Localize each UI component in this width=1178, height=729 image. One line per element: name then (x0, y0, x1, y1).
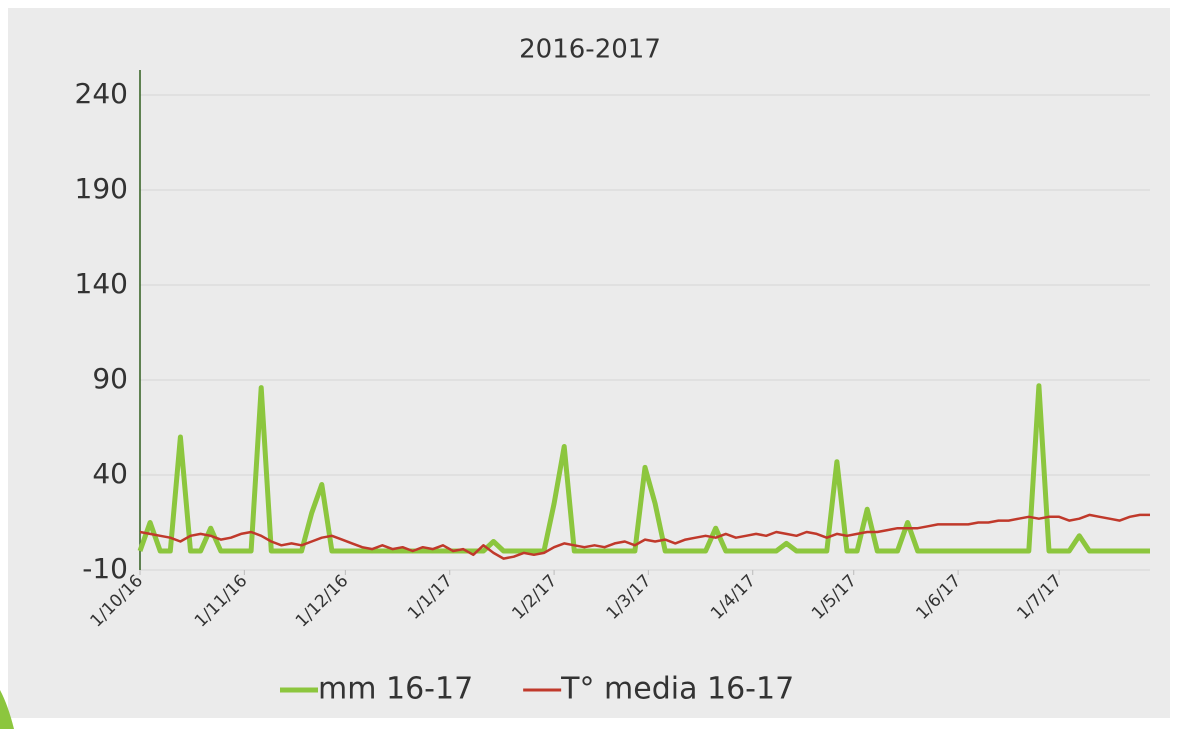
legend-label: T° media 16-17 (560, 672, 794, 707)
y-tick-label: -10 (82, 552, 128, 585)
chart-title: 2016-2017 (519, 35, 661, 65)
y-tick-label: 140 (75, 267, 128, 300)
y-tick-label: 40 (92, 457, 128, 490)
data-line (139, 513, 1150, 560)
y-tick-label: 240 (75, 77, 128, 110)
chart-background (8, 8, 1170, 718)
legend-label: mm 16-17 (318, 672, 473, 707)
y-tick-label: 190 (75, 172, 128, 205)
decoration (0, 690, 14, 729)
y-tick-label: 90 (92, 362, 128, 395)
data-line (137, 383, 1150, 554)
